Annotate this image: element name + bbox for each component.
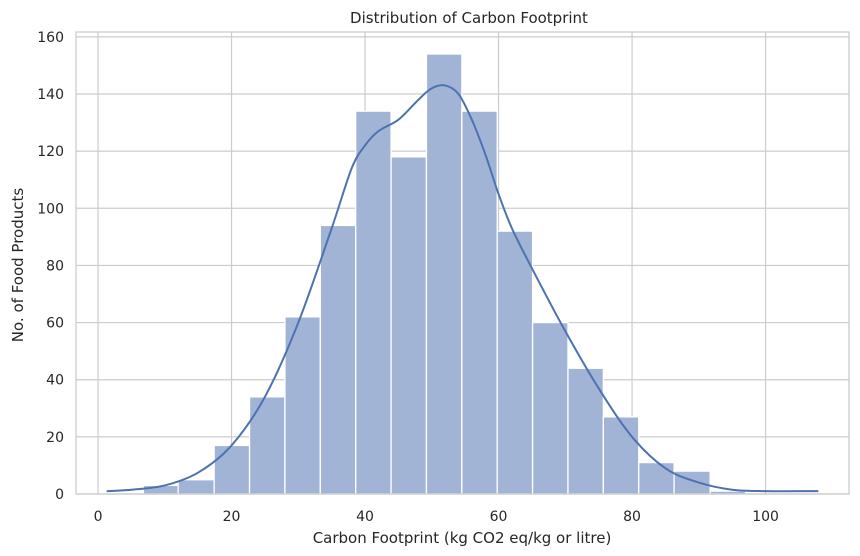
histogram-bar — [390, 156, 428, 495]
histogram-bar — [425, 53, 463, 495]
histogram-bar — [213, 444, 251, 495]
x-tick-label: 60 — [490, 509, 508, 525]
y-tick-label: 0 — [55, 487, 64, 503]
histogram-bar — [355, 110, 392, 495]
y-tick-label: 40 — [46, 373, 64, 389]
histogram-bar — [177, 479, 215, 495]
kde-curve-group — [106, 84, 819, 493]
x-axis-ticks: 0 20 40 60 80 100 — [94, 509, 779, 525]
y-tick-label: 120 — [37, 144, 64, 160]
histogram-bar — [248, 396, 286, 495]
histogram-bar — [673, 470, 711, 495]
x-tick-label: 0 — [94, 509, 103, 525]
x-tick-label: 100 — [752, 509, 779, 525]
histogram-bar — [638, 461, 675, 495]
x-tick-label: 80 — [623, 509, 641, 525]
chart-title: Distribution of Carbon Footprint — [350, 9, 588, 27]
x-tick-label: 20 — [223, 509, 241, 525]
y-tick-label: 60 — [46, 316, 64, 332]
y-tick-label: 20 — [46, 430, 64, 446]
y-tick-label: 80 — [46, 258, 64, 274]
histogram-bars — [142, 53, 747, 495]
y-axis-label: No. of Food Products — [9, 188, 27, 343]
histogram-bar — [461, 110, 498, 495]
histogram-bar — [531, 321, 569, 495]
y-tick-label: 140 — [37, 87, 64, 103]
histogram-bar — [496, 230, 534, 495]
plot-frame — [75, 31, 850, 495]
y-tick-label: 160 — [37, 30, 64, 46]
histogram-bar — [319, 224, 357, 495]
x-tick-label: 40 — [356, 509, 374, 525]
y-axis-ticks: 0 20 40 60 80 100 120 140 160 — [37, 30, 64, 503]
y-tick-label: 100 — [37, 201, 64, 217]
kde-curve — [106, 84, 819, 493]
histogram-bar — [602, 416, 640, 495]
x-axis-label: Carbon Footprint (kg CO2 eq/kg or litre) — [313, 529, 612, 547]
